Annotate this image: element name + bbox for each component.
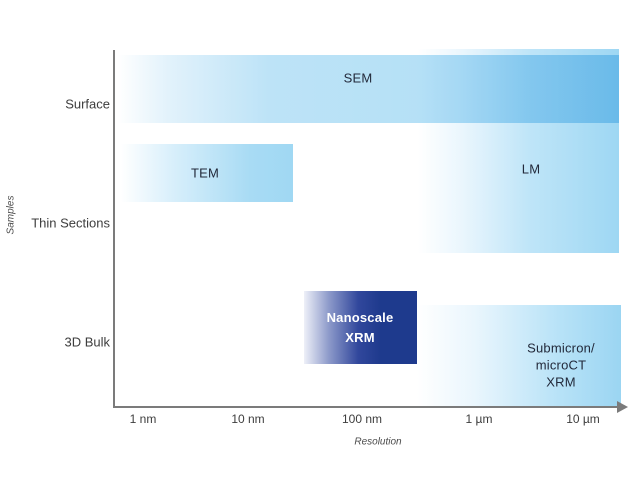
x-axis-line xyxy=(113,406,619,408)
x-axis-title: Resolution xyxy=(354,436,402,448)
tem-label: TEM xyxy=(190,165,220,181)
submicron-xrm-label-line2: microCT xyxy=(535,357,587,373)
submicron-xrm-range-bar xyxy=(417,305,621,406)
x-tick-10nm: 10 nm xyxy=(231,412,265,426)
sem-label: SEM xyxy=(343,70,373,86)
x-tick-1nm: 1 nm xyxy=(129,412,157,426)
x-axis-arrow-icon xyxy=(617,401,628,413)
x-tick-100nm: 100 nm xyxy=(341,412,383,426)
y-axis-line xyxy=(113,50,115,408)
nanoscale-xrm-label: Nanoscale XRM xyxy=(327,308,394,348)
submicron-xrm-label-line3: XRM xyxy=(546,374,576,390)
nanoscale-xrm-label-line1: Nanoscale xyxy=(326,310,394,325)
y-category-3d-bulk: 3D Bulk xyxy=(64,334,110,350)
y-category-surface: Surface xyxy=(65,96,110,112)
submicron-xrm-label: Submicron/ microCT XRM xyxy=(527,340,595,391)
y-axis-title: Samples xyxy=(5,195,17,235)
nanoscale-xrm-label-line2: XRM xyxy=(345,330,375,345)
x-tick-10um: 10 µm xyxy=(566,412,600,426)
tem-range-bar xyxy=(121,144,293,202)
lm-label: LM xyxy=(521,161,541,177)
x-tick-1um: 1 µm xyxy=(465,412,493,426)
sem-range-bar xyxy=(118,55,619,123)
nanoscale-xrm-range-bar xyxy=(304,291,417,364)
submicron-xrm-label-line1: Submicron/ xyxy=(527,340,595,356)
y-category-thin-sections: Thin Sections xyxy=(31,215,110,231)
